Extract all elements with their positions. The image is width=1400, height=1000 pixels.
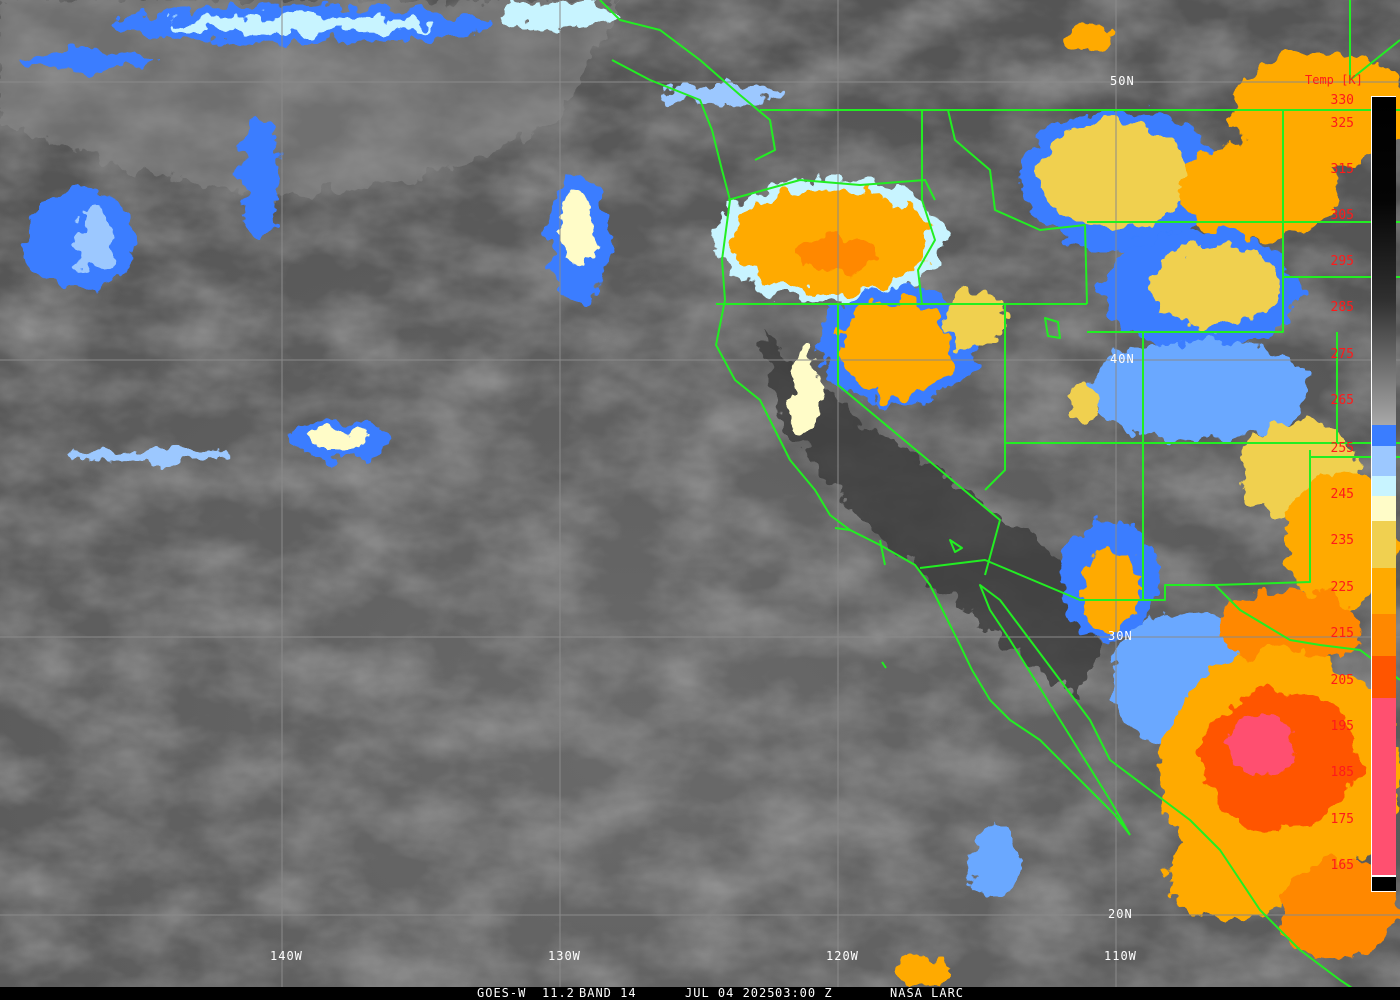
cloud-plume	[560, 190, 596, 270]
cloud-north-streak	[20, 50, 160, 70]
island-guadalupe	[881, 661, 887, 669]
cloud-features	[20, 3, 1400, 985]
colorbar-title: Temp [K]	[1305, 73, 1363, 87]
border-mt-nd	[1282, 110, 1400, 223]
caption-satellite: GOES-W	[477, 986, 527, 1000]
coastline-pacific	[611, 59, 1131, 836]
colorbar-tick-label: 305	[1330, 208, 1354, 223]
cloud-mexico-south	[1165, 830, 1295, 920]
colorbar-tick-label: 255	[1330, 441, 1354, 456]
caption-band: BAND 14	[579, 986, 637, 1000]
coastline-puget-sound	[599, 0, 776, 161]
cloud-nevada	[840, 300, 950, 400]
cloud-north-streak	[660, 85, 780, 105]
latitude-label-20n: 20N	[1108, 907, 1133, 921]
cloud-small	[1068, 23, 1112, 53]
colorbar-tick-label: 235	[1330, 533, 1354, 548]
cloud-pacific-south	[895, 955, 955, 985]
border-ca-nv	[837, 304, 1001, 576]
cloud-band	[240, 120, 280, 240]
cloud-north-streak	[170, 16, 430, 34]
political-boundaries	[599, 0, 1400, 1000]
cloud-band	[70, 448, 230, 462]
longitude-label-140w: 140W	[270, 949, 303, 963]
latitude-label-30n: 30N	[1108, 629, 1133, 643]
cloud-wyoming	[1150, 245, 1280, 325]
northern-clouds-gray	[0, 0, 620, 200]
border-id-mt	[947, 109, 1088, 305]
longitude-label-110w: 110W	[1104, 949, 1137, 963]
colorbar-tick-label: 285	[1330, 300, 1354, 315]
image-caption-bar: GOES-W 11.2 BAND 14 JUL 04 2025 03:00 Z …	[0, 987, 1400, 1000]
cloud-mexico-core	[1225, 713, 1295, 777]
latitude-label-40n: 40N	[1110, 352, 1135, 366]
colorbar-tick-label: 245	[1330, 487, 1354, 502]
colorbar-tick-label: 195	[1330, 719, 1354, 734]
colorbar-tick-label: 295	[1330, 254, 1354, 269]
cloud-pacific-south	[970, 825, 1020, 895]
colorbar-tick-label: 215	[1330, 626, 1354, 641]
border-north-east	[1349, 0, 1400, 81]
desert-land-warm	[760, 330, 1100, 700]
coastline-gulf-of-california	[979, 584, 1371, 1000]
channel-islands	[834, 527, 886, 566]
cloud-utah	[1070, 387, 1100, 423]
colorbar-tick-label: 185	[1330, 765, 1354, 780]
colorbar-tick-label: 330	[1330, 93, 1354, 108]
great-salt-lake	[1044, 317, 1061, 339]
cloud-nevada-east	[945, 290, 1005, 350]
caption-time: 03:00 Z	[775, 986, 833, 1000]
caption-date: JUL 04 2025	[685, 986, 776, 1000]
colorbar-tick-label: 225	[1330, 580, 1354, 595]
caption-credit: NASA LARC	[890, 986, 965, 1000]
colorbar-tick-label: 165	[1330, 858, 1354, 873]
cloud-cluster	[312, 430, 368, 450]
cloud-mexico-south	[1280, 860, 1400, 960]
colorbar-tick-label: 175	[1330, 812, 1354, 827]
cloud-swirl-west	[75, 210, 115, 270]
border-wa-or	[727, 179, 936, 201]
cloud-mexico	[1220, 590, 1360, 670]
caption-channel: 11.2	[542, 986, 575, 1000]
colorbar-tick-label: 315	[1330, 162, 1354, 177]
cloud-band	[789, 350, 821, 430]
colorbar-tick-label: 325	[1330, 116, 1354, 131]
colorbar-tick-label: 205	[1330, 673, 1354, 688]
border-nm-tx	[1214, 450, 1311, 586]
salton-sea	[949, 539, 963, 553]
border-nv-ut	[984, 304, 1006, 491]
longitude-label-120w: 120W	[826, 949, 859, 963]
cloud-oregon-core	[800, 237, 880, 273]
cloud-arizona	[1080, 550, 1140, 630]
longitude-label-130w: 130W	[548, 949, 581, 963]
border-or-id	[917, 110, 936, 305]
colorbar-tick-label: 275	[1330, 347, 1354, 362]
cloud-colorado	[1090, 340, 1310, 440]
colorbar-tick-label: 265	[1330, 393, 1354, 408]
latitude-label-50n: 50N	[1110, 74, 1135, 88]
cloud-mexico	[1285, 470, 1395, 610]
temperature-colorbar	[1371, 96, 1396, 892]
cloud-rockies	[1040, 120, 1190, 230]
